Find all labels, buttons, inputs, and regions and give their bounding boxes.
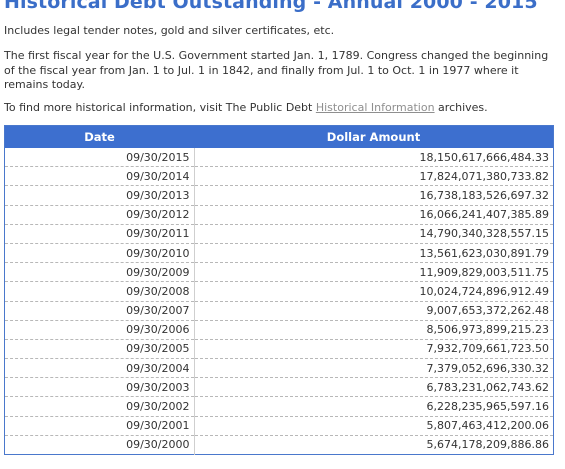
table-row: 09/30/2001 5,807,463,412,200.06: [4, 416, 554, 436]
row-dollar-amount: 17,824,071,380,733.82: [194, 166, 554, 187]
table-row: 09/30/2007 9,007,653,372,262.48: [4, 301, 554, 321]
info-suffix: archives.: [434, 101, 488, 114]
row-dollar-amount: 8,506,973,899,215.23: [194, 320, 554, 340]
row-dollar-amount: 18,150,617,666,484.33: [194, 148, 554, 168]
page-note: Includes legal tender notes, gold and si…: [4, 24, 335, 37]
table-row: 09/30/2003 6,783,231,062,743.62: [4, 377, 554, 398]
row-date: 09/30/2013: [4, 185, 195, 206]
row-date: 09/30/2001: [4, 416, 195, 436]
row-date: 09/30/2015: [4, 148, 195, 168]
page-description: The first fiscal year for the U.S. Gover…: [4, 49, 549, 91]
table-row: 09/30/2000 5,674,178,209,886.86: [4, 435, 554, 456]
table-row: 09/30/2006 8,506,973,899,215.23: [4, 320, 554, 340]
info-prefix: To find more historical information, vis…: [4, 101, 316, 114]
row-dollar-amount: 5,674,178,209,886.86: [194, 435, 554, 456]
row-dollar-amount: 5,807,463,412,200.06: [194, 416, 554, 436]
table-row: 09/30/2008 10,024,724,896,912.49: [4, 281, 554, 302]
table-row: 09/30/2013 16,738,183,526,697.32: [4, 185, 554, 206]
row-date: 09/30/2012: [4, 205, 195, 225]
table-row: 09/30/2012 16,066,241,407,385.89: [4, 205, 554, 225]
row-date: 09/30/2011: [4, 224, 195, 244]
row-date: 09/30/2005: [4, 339, 195, 360]
row-date: 09/30/2002: [4, 396, 195, 417]
row-dollar-amount: 6,228,235,965,597.16: [194, 396, 554, 417]
row-dollar-amount: 16,738,183,526,697.32: [194, 185, 554, 206]
historical-information-link[interactable]: Historical Information: [315, 101, 435, 114]
row-dollar-amount: 6,783,231,062,743.62: [194, 377, 554, 398]
row-dollar-amount: 7,379,052,696,330.32: [194, 358, 554, 379]
row-date: 09/30/2000: [4, 435, 195, 456]
row-date: 09/30/2006: [4, 320, 195, 340]
debt-table: Date Dollar Amount 09/30/2015 18,150,617,…: [4, 125, 554, 456]
row-date: 09/30/2009: [4, 262, 195, 283]
page-title: Historical Debt Outstanding - Annual 200…: [4, 0, 538, 13]
table-row: 09/30/2004 7,379,052,696,330.32: [4, 358, 554, 379]
row-date: 09/30/2010: [4, 243, 195, 264]
row-dollar-amount: 7,932,709,661,723.50: [194, 339, 554, 360]
table-row: 09/30/2011 14,790,340,328,557.15: [4, 224, 554, 244]
table-row: 09/30/2014 17,824,071,380,733.82: [4, 166, 554, 187]
row-dollar-amount: 11,909,829,003,511.75: [194, 262, 554, 283]
column-header-date[interactable]: Date: [4, 125, 194, 148]
row-dollar-amount: 16,066,241,407,385.89: [194, 205, 554, 225]
row-date: 09/30/2007: [4, 301, 195, 321]
row-dollar-amount: 14,790,340,328,557.15: [194, 224, 554, 244]
column-header-dollar-amount[interactable]: Dollar Amount: [194, 125, 554, 148]
table-header-row: Date Dollar Amount: [4, 125, 554, 148]
info-paragraph: To find more historical information, vis…: [4, 101, 488, 116]
table-row: 09/30/2002 6,228,235,965,597.16: [4, 396, 554, 417]
table-row: 09/30/2010 13,561,623,030,891.79: [4, 243, 554, 264]
table-row: 09/30/2009 11,909,829,003,511.75: [4, 262, 554, 283]
row-date: 09/30/2003: [4, 377, 195, 398]
row-dollar-amount: 13,561,623,030,891.79: [194, 243, 554, 264]
row-dollar-amount: 9,007,653,372,262.48: [194, 301, 554, 321]
row-dollar-amount: 10,024,724,896,912.49: [194, 281, 554, 302]
row-date: 09/30/2014: [4, 166, 195, 187]
table-row: 09/30/2015 18,150,617,666,484.33: [4, 148, 554, 168]
table-row: 09/30/2005 7,932,709,661,723.50: [4, 339, 554, 360]
row-date: 09/30/2004: [4, 358, 195, 379]
row-date: 09/30/2008: [4, 281, 195, 302]
